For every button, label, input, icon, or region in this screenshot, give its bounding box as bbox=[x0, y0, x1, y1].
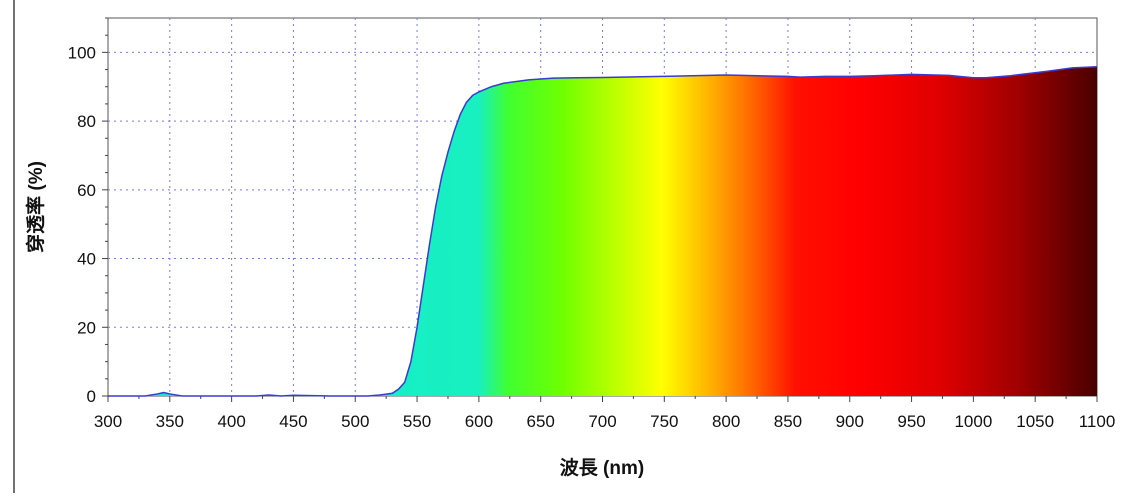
y-tick-label: 40 bbox=[77, 250, 96, 269]
x-tick-label: 350 bbox=[156, 412, 184, 431]
x-tick-label: 700 bbox=[588, 412, 616, 431]
y-tick-label: 0 bbox=[87, 387, 96, 406]
x-tick-label: 750 bbox=[650, 412, 678, 431]
x-tick-label: 600 bbox=[465, 412, 493, 431]
y-tick-label: 80 bbox=[77, 112, 96, 131]
y-tick-label: 20 bbox=[77, 318, 96, 337]
x-tick-label: 400 bbox=[217, 412, 245, 431]
x-tick-label: 800 bbox=[712, 412, 740, 431]
ticks bbox=[102, 17, 1098, 402]
x-tick-label: 850 bbox=[774, 412, 802, 431]
y-tick-labels: 0 20 40 60 80 100 bbox=[68, 43, 96, 406]
x-tick-label: 900 bbox=[836, 412, 864, 431]
x-tick-label: 450 bbox=[279, 412, 307, 431]
x-tick-label: 500 bbox=[341, 412, 369, 431]
x-tick-labels: 300 350 400 450 500 550 600 650 700 750 800 850 900 9… bbox=[94, 412, 1115, 431]
x-tick-label: 1050 bbox=[1016, 412, 1054, 431]
x-tick-label: 300 bbox=[94, 412, 122, 431]
x-tick-label: 950 bbox=[897, 412, 925, 431]
x-tick-label: 1100 bbox=[1079, 412, 1116, 431]
x-axis-title: 波長 (nm) bbox=[560, 456, 644, 479]
x-tick-label: 550 bbox=[403, 412, 431, 431]
y-tick-label: 60 bbox=[77, 181, 96, 200]
transmittance-line bbox=[108, 66, 1098, 397]
x-tick-label: 1000 bbox=[954, 412, 992, 431]
series bbox=[108, 66, 1098, 397]
transmittance-area bbox=[108, 66, 1097, 397]
y-axis-title: 穿透率 (%) bbox=[24, 161, 47, 253]
x-tick-label: 650 bbox=[527, 412, 555, 431]
y-tick-label: 100 bbox=[68, 43, 96, 62]
